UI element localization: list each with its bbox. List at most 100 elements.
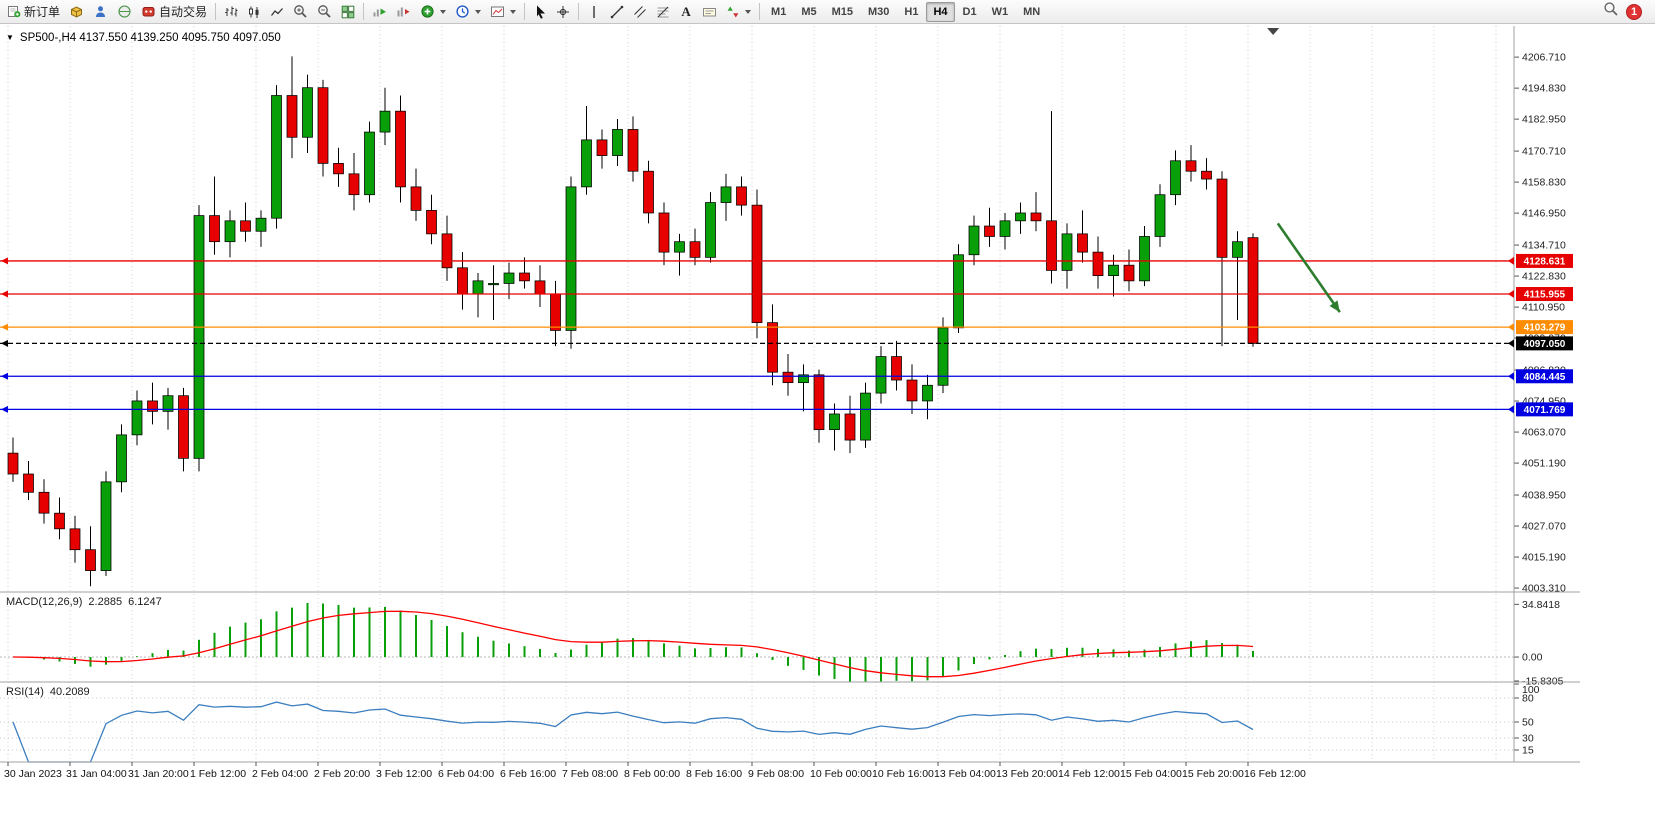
indicators-button[interactable]	[416, 1, 450, 22]
svg-text:4003.310: 4003.310	[1522, 583, 1566, 595]
auto-scroll-icon	[372, 5, 387, 19]
package-icon	[69, 4, 84, 19]
trendline-icon	[610, 5, 624, 19]
svg-text:4097.050: 4097.050	[1524, 339, 1566, 350]
svg-text:4182.950: 4182.950	[1522, 114, 1566, 126]
timeframe-m5-button[interactable]: M5	[794, 2, 823, 22]
clock-icon	[455, 4, 470, 19]
fibonacci-icon	[656, 5, 670, 19]
chart-title: SP500-,H4 4137.550 4139.250 4095.750 409…	[19, 32, 281, 44]
chart-window: 4206.710 4194.830 4182.950 4170.710 4158.830…	[0, 24, 1655, 826]
timeframe-w1-button[interactable]: W1	[985, 2, 1016, 22]
toolbar-separator	[363, 3, 365, 20]
bar-chart-button[interactable]	[220, 1, 242, 22]
new-order-label: 新订单	[24, 5, 61, 19]
chart-canvas[interactable]: 4206.710 4194.830 4182.950 4170.710 4158.830…	[0, 26, 1655, 786]
svg-text:13 Feb 04:00: 13 Feb 04:00	[934, 768, 996, 780]
svg-text:2 Feb 20:00: 2 Feb 20:00	[314, 768, 370, 780]
timeframe-m30-button[interactable]: M30	[861, 2, 896, 22]
auto-trading-button[interactable]: 自动交易	[137, 1, 211, 22]
tile-windows-icon	[341, 5, 355, 19]
timeframe-m15-button[interactable]: M15	[825, 2, 860, 22]
order-ticket-icon	[7, 4, 21, 19]
trendline-button[interactable]	[606, 1, 628, 22]
chart-title-bar: ▼ SP500-,H4 4137.550 4139.250 4095.750 4…	[6, 32, 281, 44]
zoom-in-button[interactable]	[289, 1, 312, 22]
accounts-button[interactable]	[89, 1, 112, 22]
crosshair-button[interactable]	[552, 1, 574, 22]
label-button[interactable]	[698, 1, 721, 22]
community-button[interactable]	[113, 1, 136, 22]
svg-text:4103.279: 4103.279	[1524, 323, 1566, 334]
svg-text:0.00: 0.00	[1522, 652, 1543, 664]
svg-text:6 Feb 04:00: 6 Feb 04:00	[438, 768, 494, 780]
rsi-indicator-label: RSI(14) 40.2089	[6, 686, 90, 698]
crosshair-icon	[556, 5, 570, 19]
svg-text:7 Feb 08:00: 7 Feb 08:00	[562, 768, 618, 780]
chart-shift-icon	[396, 5, 411, 19]
svg-text:4206.710: 4206.710	[1522, 52, 1566, 64]
svg-text:31 Jan 04:00: 31 Jan 04:00	[66, 768, 127, 780]
chevron-down-icon	[745, 9, 752, 14]
svg-text:4158.830: 4158.830	[1522, 177, 1566, 189]
line-chart-button[interactable]	[266, 1, 288, 22]
chevron-down-icon	[440, 9, 447, 14]
arrows-icon	[726, 5, 740, 19]
auto-trading-label: 自动交易	[159, 5, 208, 19]
svg-text:50: 50	[1522, 717, 1534, 729]
svg-text:4063.070: 4063.070	[1522, 427, 1566, 439]
svg-text:15 Feb 20:00: 15 Feb 20:00	[1182, 768, 1244, 780]
notification-badge[interactable]: 1	[1626, 3, 1642, 20]
candlestick-icon	[247, 5, 261, 19]
chart-shift-button[interactable]	[392, 1, 415, 22]
toolbar-separator	[578, 3, 580, 20]
zoom-in-icon	[293, 4, 308, 19]
chevron-down-icon	[510, 9, 517, 14]
bar-chart-icon	[224, 5, 238, 19]
svg-text:8 Feb 16:00: 8 Feb 16:00	[686, 768, 742, 780]
template-icon	[490, 5, 505, 19]
svg-text:-15.8305: -15.8305	[1522, 675, 1564, 687]
svg-text:4115.955: 4115.955	[1524, 290, 1566, 301]
new-order-button[interactable]: 新订单	[3, 1, 64, 22]
svg-text:4038.950: 4038.950	[1522, 490, 1566, 502]
autotrade-robot-icon	[141, 4, 156, 19]
search-icon[interactable]	[1603, 1, 1619, 22]
svg-text:4128.631: 4128.631	[1524, 256, 1566, 267]
timeframe-h1-button[interactable]: H1	[897, 2, 925, 22]
package-button[interactable]	[65, 1, 88, 22]
zoom-out-button[interactable]	[313, 1, 336, 22]
fibonacci-button[interactable]	[652, 1, 674, 22]
cursor-button[interactable]	[529, 1, 551, 22]
text-tool-icon: A	[681, 4, 691, 19]
timeframe-d1-button[interactable]: D1	[956, 2, 984, 22]
timeframe-m1-button[interactable]: M1	[764, 2, 793, 22]
svg-text:34.8418: 34.8418	[1522, 599, 1560, 611]
svg-text:4134.710: 4134.710	[1522, 240, 1566, 252]
cursor-arrow-icon	[533, 4, 547, 19]
templates-button[interactable]	[486, 1, 520, 22]
channel-button[interactable]	[629, 1, 651, 22]
channel-icon	[633, 5, 647, 19]
auto-scroll-button[interactable]	[368, 1, 391, 22]
line-chart-icon	[270, 5, 284, 19]
svg-text:15 Feb 04:00: 15 Feb 04:00	[1120, 768, 1182, 780]
svg-text:4146.950: 4146.950	[1522, 208, 1566, 220]
periods-button[interactable]	[451, 1, 485, 22]
svg-text:4122.830: 4122.830	[1522, 271, 1566, 283]
expand-arrow-icon[interactable]: ▼	[6, 33, 14, 42]
svg-text:15: 15	[1522, 745, 1534, 757]
candlestick-chart-button[interactable]	[243, 1, 265, 22]
globe-icon	[117, 4, 132, 19]
svg-text:6 Feb 16:00: 6 Feb 16:00	[500, 768, 556, 780]
svg-text:4051.190: 4051.190	[1522, 458, 1566, 470]
arrows-button[interactable]	[722, 1, 755, 22]
svg-text:4015.190: 4015.190	[1522, 552, 1566, 564]
tile-windows-button[interactable]	[337, 1, 359, 22]
text-button[interactable]: A	[675, 1, 697, 22]
timeframe-h4-button[interactable]: H4	[926, 1, 955, 22]
toolbar-separator	[524, 3, 526, 20]
vertical-line-button[interactable]	[583, 1, 605, 22]
toolbar-separator	[215, 3, 217, 20]
timeframe-mn-button[interactable]: MN	[1016, 2, 1047, 22]
